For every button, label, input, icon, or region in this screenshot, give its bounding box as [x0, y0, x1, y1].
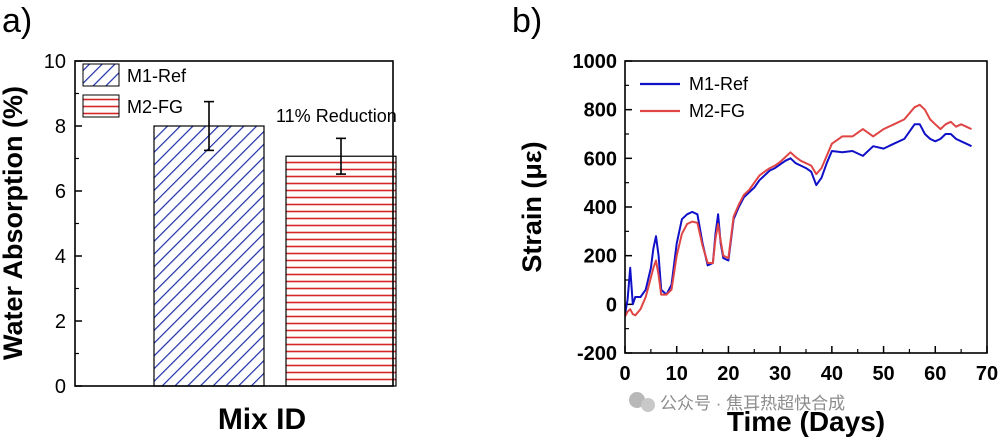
panel-b-label: b) — [512, 2, 542, 40]
panel-b-y-ticks: -200 0 200 400 600 800 1000 — [573, 51, 632, 365]
x-tick-label: 50 — [872, 363, 894, 385]
panel-a-y-ticks: 0 2 4 6 8 10 — [44, 51, 82, 398]
x-tick-label: 0 — [619, 363, 630, 385]
error-bar-m2-fg — [336, 137, 346, 175]
y-tick-label: 0 — [55, 376, 66, 398]
panel-a-label: a) — [2, 2, 32, 40]
x-tick-label: 20 — [717, 363, 739, 385]
panel-b-x-title: Time (Days) — [727, 406, 885, 437]
y-tick-label: 1000 — [573, 51, 618, 73]
reduction-annotation: 11% Reduction — [276, 106, 397, 126]
x-tick-label: 30 — [769, 363, 791, 385]
bar-m2-fg — [285, 155, 397, 387]
legend-label-m2-fg-b: M2-FG — [689, 101, 745, 121]
y-tick-label: 800 — [584, 100, 617, 122]
y-tick-label: 600 — [584, 148, 617, 170]
y-tick-label: 6 — [55, 181, 66, 203]
y-tick-label: 200 — [584, 246, 617, 268]
y-tick-label: 10 — [44, 51, 66, 73]
panel-b-frame — [624, 60, 988, 354]
watermark: 公众号 · 焦耳热超快合成 — [629, 392, 845, 413]
bar-m1-ref — [153, 125, 265, 387]
legend-swatch-m1-ref — [82, 63, 120, 87]
series-line-m1-ref — [625, 123, 972, 315]
y-tick-label: 4 — [55, 246, 66, 268]
panel-a: a) 0 2 4 6 8 10 M1-Ref M2-FG 11% Reduction Wa… — [0, 2, 397, 436]
panel-a-x-title: Mix ID — [218, 403, 306, 436]
series-line-m2-fg — [625, 103, 972, 317]
panel-b-legend: M1-Ref M2-FG — [640, 74, 749, 121]
x-tick-label: 60 — [924, 363, 946, 385]
watermark-text: 公众号 · 焦耳热超快合成 — [660, 394, 845, 413]
panel-a-legend: M1-Ref M2-FG — [82, 63, 187, 118]
y-tick-label: -200 — [577, 343, 617, 365]
y-tick-label: 2 — [55, 311, 66, 333]
panel-b-y-title: Strain (με) — [517, 141, 547, 272]
y-tick-label: 8 — [55, 116, 66, 138]
legend-label-m2-fg: M2-FG — [127, 97, 183, 117]
panel-a-frame — [74, 60, 394, 387]
legend-swatch-m2-fg — [82, 94, 120, 118]
y-tick-label: 0 — [606, 294, 617, 316]
legend-label-m1-ref-b: M1-Ref — [689, 74, 749, 94]
panel-a-y-title: Water Absorption (%) — [0, 86, 28, 360]
x-tick-label: 40 — [821, 363, 843, 385]
legend-label-m1-ref: M1-Ref — [127, 66, 187, 86]
x-tick-label: 10 — [666, 363, 688, 385]
wechat-icon — [629, 392, 645, 408]
panel-b-x-ticks: 0 10 20 30 40 50 60 70 — [619, 346, 998, 385]
error-bar-m1-ref — [204, 100, 214, 152]
x-tick-label: 70 — [976, 363, 998, 385]
y-tick-label: 400 — [584, 197, 617, 219]
